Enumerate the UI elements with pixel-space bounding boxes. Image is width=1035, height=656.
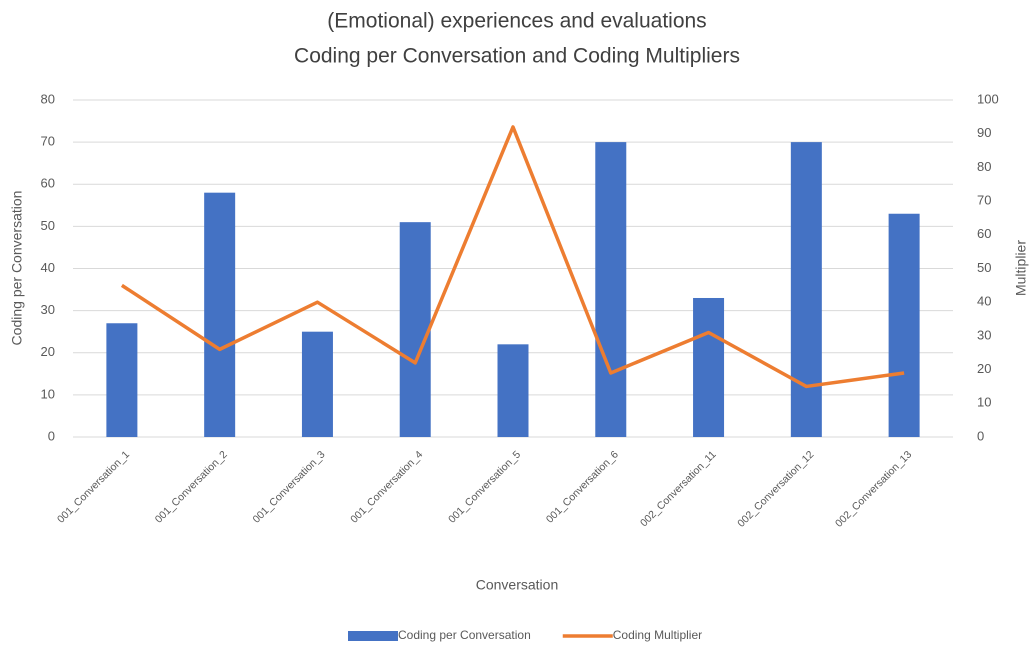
y2-tick-label: 10 [977, 395, 991, 410]
y-tick-label: 20 [41, 344, 55, 359]
y2-tick-label: 0 [977, 428, 984, 443]
y-tick-label: 0 [48, 428, 55, 443]
y-tick-label: 80 [41, 91, 55, 106]
y-tick-label: 10 [41, 386, 55, 401]
y-tick-label: 30 [41, 302, 55, 317]
y2-tick-label: 100 [977, 91, 999, 106]
bar [301, 331, 333, 437]
y2-tick-label: 90 [977, 125, 991, 140]
bar [106, 323, 138, 437]
line [120, 125, 905, 389]
y-tick-label: 40 [41, 260, 55, 275]
x-tick-label: 001_Conversation_2 [153, 448, 230, 525]
x-tick-label: 001_Conversation_6 [544, 448, 621, 525]
x-axis-title: Conversation [476, 577, 559, 593]
x-tick-label: 002_Conversation_13 [833, 448, 914, 529]
bar [888, 213, 920, 437]
legend-label: Coding per Conversation [398, 628, 531, 642]
y2-axis-title: Multiplier [1013, 240, 1029, 296]
y2-tick-label: 80 [977, 159, 991, 174]
x-tick-label: 001_Conversation_4 [348, 448, 425, 525]
bar [693, 297, 725, 437]
x-tick-label: 002_Conversation_11 [638, 448, 719, 529]
x-tick-label: 002_Conversation_12 [735, 448, 816, 529]
bar [790, 142, 822, 437]
y2-tick-label: 30 [977, 327, 991, 342]
bar [595, 142, 627, 437]
y-tick-label: 70 [41, 134, 55, 149]
y2-tick-label: 70 [977, 193, 991, 208]
x-tick-label: 001_Conversation_5 [446, 448, 523, 525]
x-tick-label: 001_Conversation_1 [55, 448, 132, 525]
y2-tick-label: 60 [977, 226, 991, 241]
chart-title: (Emotional) experiences and evaluations [327, 10, 706, 33]
x-tick-label: 001_Conversation_3 [251, 448, 328, 525]
y-tick-label: 60 [41, 176, 55, 191]
y2-tick-label: 50 [977, 260, 991, 275]
bar [204, 192, 236, 437]
y-tick-label: 50 [41, 218, 55, 233]
chart-subtitle: Coding per Conversation and Coding Multi… [294, 45, 740, 68]
bar [497, 344, 529, 437]
y-axis-title: Coding per Conversation [9, 191, 25, 346]
legend-label: Coding Multiplier [613, 628, 702, 642]
y2-tick-label: 20 [977, 361, 991, 376]
legend-swatch [348, 631, 398, 641]
bar [399, 222, 431, 437]
y2-tick-label: 40 [977, 294, 991, 309]
